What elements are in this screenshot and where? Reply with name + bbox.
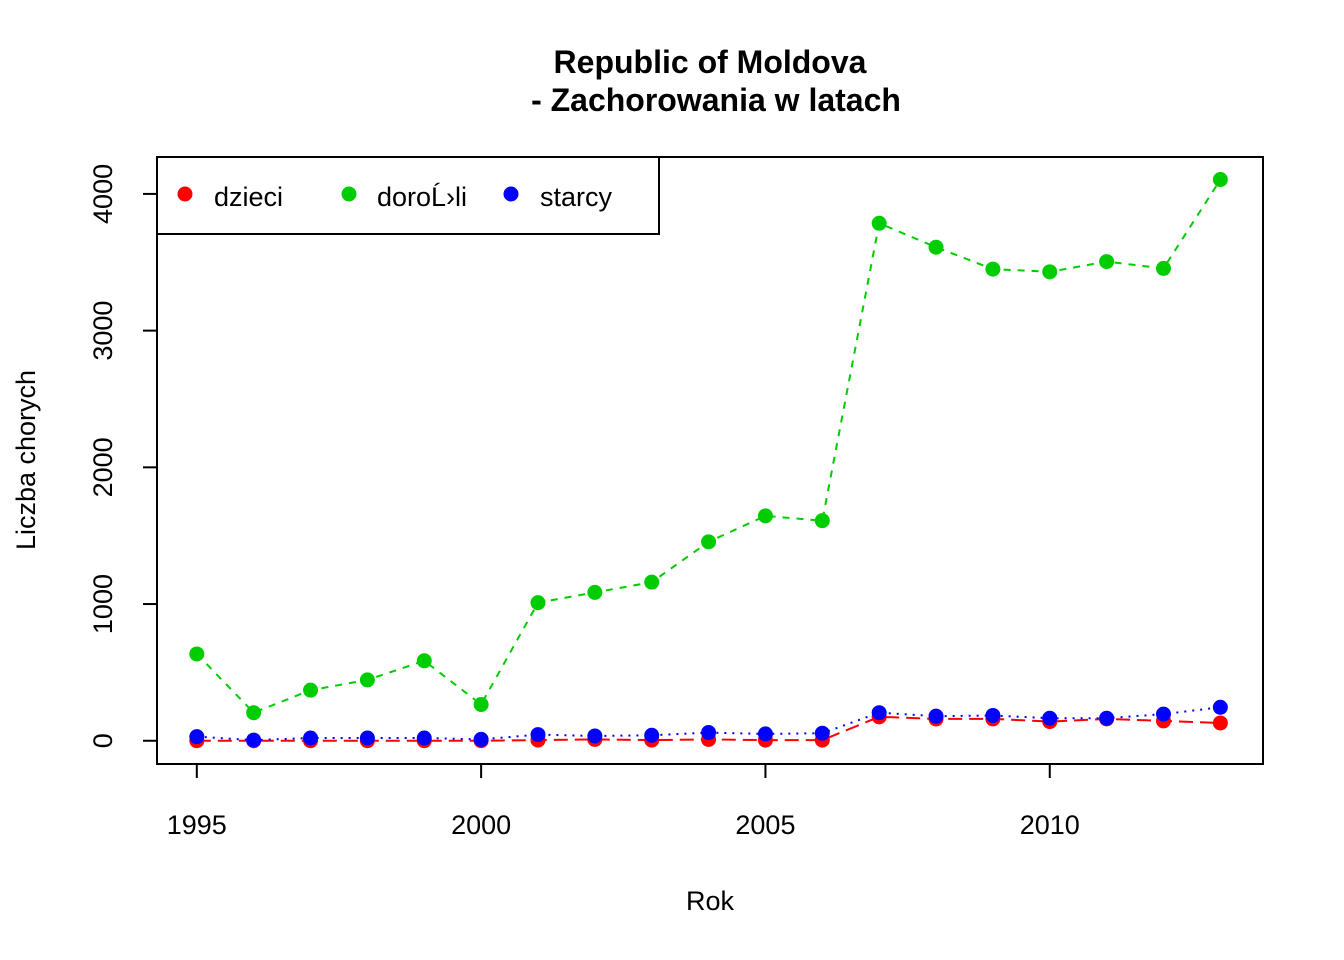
data-point [1042,264,1058,280]
data-point [1099,710,1115,726]
data-point [1155,706,1171,722]
data-point [871,705,887,721]
data-point [1212,715,1228,731]
chart-subtitle: - Zachorowania w latach [531,82,901,118]
data-point [1155,260,1171,276]
data-point [814,513,830,529]
x-tick-label: 2010 [1020,810,1080,840]
data-point [303,682,319,698]
x-tick-label: 2005 [735,810,795,840]
data-point [644,574,660,590]
data-point [757,726,773,742]
data-point [246,732,262,748]
legend-item: doroĹ›li [341,182,467,212]
data-point [530,595,546,611]
data-point [303,730,319,746]
chart-title: Republic of Moldova [554,44,867,80]
legend-label: doroĹ›li [377,182,467,212]
data-point [814,725,830,741]
data-point [473,697,489,713]
data-point [587,584,603,600]
data-point [416,653,432,669]
data-point [359,730,375,746]
data-point [587,728,603,744]
data-point [1099,254,1115,270]
legend-box [156,156,660,235]
data-point [1042,710,1058,726]
series-layer [189,172,1228,749]
y-tick-label: 1000 [88,574,118,634]
x-axis-label: Rok [686,886,735,916]
data-point [189,646,205,662]
y-tick-label: 4000 [88,164,118,224]
y-tick-label: 0 [88,733,118,748]
legend-marker [503,186,519,202]
data-point [928,239,944,255]
data-point [757,508,773,524]
y-tick-label: 3000 [88,301,118,361]
data-point [985,707,1001,723]
legend-marker [177,186,193,202]
plot-frame [156,156,1264,765]
data-point [246,705,262,721]
data-point [644,727,660,743]
data-point [1212,699,1228,715]
legend-label: dzieci [214,182,283,212]
legend-item: starcy [503,182,613,212]
legend-marker [341,186,357,202]
y-axis: 0 1000 2000 3000 4000 [88,164,158,748]
data-point [473,731,489,747]
series-line [196,179,1222,714]
legend: dzieci doroĹ›li starcy [156,156,660,235]
series-2 [189,172,1228,721]
x-axis: 1995 2000 2005 2010 [167,763,1080,840]
legend-label: starcy [540,182,613,212]
y-axis-label: Liczba chorych [11,370,41,550]
data-point [701,534,717,550]
legend-item: dzieci [177,182,283,212]
data-point [189,729,205,745]
series-3 [189,699,1228,748]
data-point [359,672,375,688]
x-tick-label: 2000 [451,810,511,840]
data-point [530,727,546,743]
data-point [1212,172,1228,188]
x-tick-label: 1995 [167,810,227,840]
data-point [985,261,1001,277]
y-tick-label: 2000 [88,437,118,497]
data-point [701,725,717,741]
data-point [928,708,944,724]
data-point [871,215,887,231]
data-point [416,730,432,746]
